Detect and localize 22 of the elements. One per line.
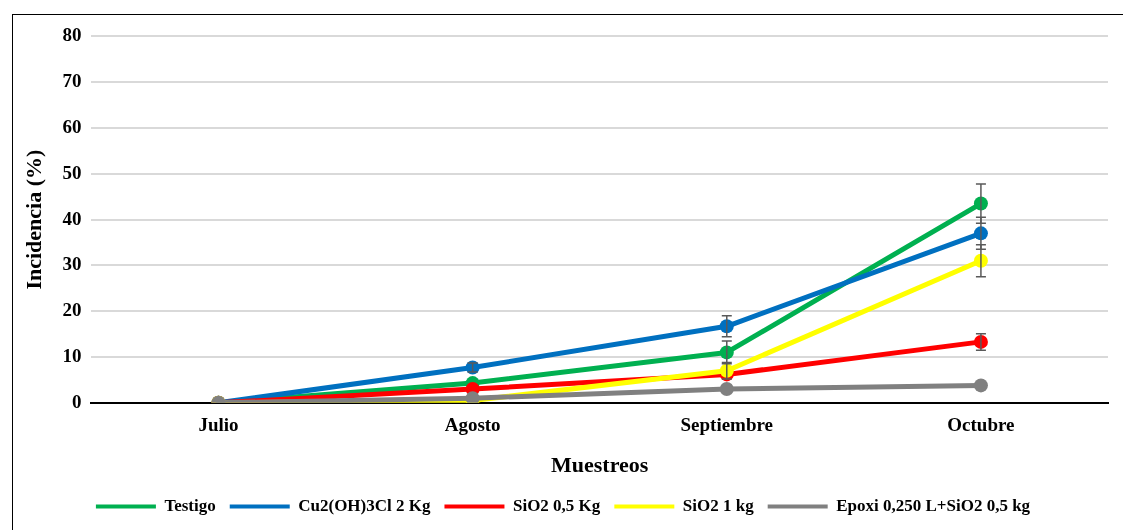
y-tick-label: 50 bbox=[62, 161, 82, 183]
x-tick-label: Agosto bbox=[444, 414, 501, 436]
point bbox=[973, 378, 988, 393]
y-tick-label: 10 bbox=[62, 344, 82, 366]
legend-label: Epoxi 0,250 L+SiO2 0,5 kg bbox=[836, 495, 1031, 515]
legend-label: Testigo bbox=[164, 495, 216, 515]
y-tick-label: 30 bbox=[62, 253, 82, 275]
y-tick-label: 70 bbox=[62, 70, 82, 92]
y-tick-label: 60 bbox=[62, 115, 82, 137]
y-tick-label: 40 bbox=[62, 207, 82, 229]
point bbox=[719, 382, 734, 397]
x-tick-label: Julio bbox=[198, 414, 239, 436]
y-tick-label: 20 bbox=[62, 299, 82, 321]
y-axis-title: Incidencia (%) bbox=[20, 149, 46, 290]
y-tick-label: 80 bbox=[62, 24, 82, 46]
x-tick-label: Octubre bbox=[947, 414, 1015, 436]
legend-label: SiO2 0,5 Kg bbox=[512, 495, 601, 515]
legend-label: SiO2 1 kg bbox=[682, 495, 755, 515]
y-tick-label: 0 bbox=[71, 390, 82, 412]
legend-label: Cu2(OH)3Cl 2 Kg bbox=[298, 495, 431, 515]
x-axis-title: Muestreos bbox=[551, 452, 649, 478]
x-tick-label: Septiembre bbox=[680, 414, 774, 436]
